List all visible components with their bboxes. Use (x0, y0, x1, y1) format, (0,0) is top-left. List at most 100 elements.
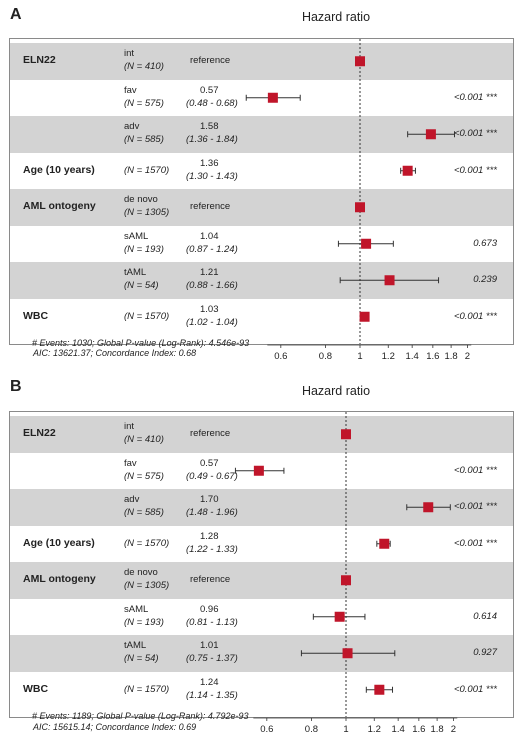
p-value: <0.001 *** (453, 164, 497, 176)
n-label: (N = 410) (124, 61, 164, 73)
ci-value: (1.36 - 1.84) (186, 134, 238, 146)
hr-value: 1.28 (200, 530, 219, 542)
hr-value: 1.21 (200, 267, 219, 279)
hr-marker (359, 311, 370, 322)
variable-label: AML ontogeny (23, 573, 96, 586)
table-row: tAML (N = 54) 1.01 (0.75 - 1.37) 0.927 (10, 635, 513, 672)
n-label: (N = 585) (124, 507, 164, 519)
ci-value: (1.22 - 1.33) (186, 543, 238, 555)
n-label: (N = 54) (124, 280, 159, 292)
hr-marker (361, 238, 372, 249)
hr-marker (341, 575, 351, 586)
p-value: 0.614 (473, 610, 497, 622)
level-label: fav (124, 84, 137, 96)
hr-marker (423, 502, 434, 513)
chart-title: Hazard ratio (301, 10, 371, 24)
hr-marker (341, 429, 351, 440)
hr-marker (425, 129, 436, 140)
table-row: fav (N = 575) 0.57 (0.48 - 0.68) <0.001 *** (10, 80, 513, 117)
table-row: WBC (N = 1570) 1.24 (1.14 - 1.35) <0.001 *** (10, 672, 513, 709)
ci-value: (0.49 - 0.67) (186, 470, 238, 482)
tick-label: 1.8 (430, 724, 443, 735)
table-row: ELN22 int (N = 410) reference (10, 43, 513, 80)
ci-value: (1.14 - 1.35) (186, 689, 238, 701)
tick-label: 1.2 (382, 351, 395, 362)
table-row: sAML (N = 193) 1.04 (0.87 - 1.24) 0.673 (10, 226, 513, 263)
events-text: # Events: 1189; Global P-value (Log-Rank… (32, 711, 249, 721)
ci-value: (1.30 - 1.43) (186, 170, 238, 182)
hr-value: 1.01 (200, 640, 219, 652)
table-row: AML ontogeny de novo (N = 1305) reference (10, 562, 513, 599)
tick-label: 1 (357, 351, 362, 362)
hr-value: 0.57 (200, 457, 219, 469)
n-label: (N = 410) (124, 434, 164, 446)
level-label: sAML (124, 603, 149, 615)
variable-label: AML ontogeny (23, 200, 96, 213)
hr-marker (355, 56, 365, 67)
level-label: sAML (124, 230, 149, 242)
ci-value: (1.48 - 1.96) (186, 507, 238, 519)
hr-marker (374, 684, 385, 695)
n-label: (N = 1570) (124, 683, 170, 695)
x-axis: 0.6 0.8 1 1.2 1.4 1.6 1.8 2 (253, 717, 458, 735)
tick-label: 2 (451, 724, 456, 735)
hr-value: reference (190, 428, 231, 440)
n-label: (N = 575) (124, 470, 164, 482)
hr-value: reference (190, 574, 231, 586)
hr-value: 1.70 (200, 494, 219, 506)
hr-marker (355, 202, 365, 213)
chart-title: Hazard ratio (301, 384, 371, 398)
level-label: tAML (124, 640, 147, 652)
p-value: 0.927 (473, 647, 497, 659)
hr-marker (334, 611, 345, 622)
variable-label: ELN22 (23, 427, 56, 440)
tick-label: 1.4 (392, 724, 405, 735)
p-value: <0.001 *** (453, 683, 497, 695)
hr-marker (379, 538, 390, 549)
n-label: (N = 585) (124, 134, 164, 146)
panel-letter: B (10, 378, 22, 395)
p-value: <0.001 *** (453, 310, 497, 322)
p-value: 0.239 (473, 274, 497, 286)
forest-plot-frame: ELN22 int (N = 410) reference fav (N = 575) 0.… (9, 38, 514, 348)
hr-value: 1.58 (200, 121, 219, 133)
ci-value: (0.81 - 1.13) (186, 616, 238, 628)
table-row: fav (N = 575) 0.57 (0.49 - 0.67) <0.001 *** (10, 453, 513, 490)
n-label: (N = 54) (124, 653, 159, 665)
tick-label: 1.8 (444, 351, 457, 362)
hr-value: reference (190, 55, 231, 67)
x-axis: 0.6 0.8 1 1.2 1.4 1.6 1.8 2 (267, 344, 472, 362)
hr-marker (253, 465, 264, 476)
variable-label: Age (10 years) (23, 536, 95, 549)
p-value: <0.001 *** (453, 537, 497, 549)
tick-label: 2 (465, 351, 470, 362)
model-fit-text: AIC: 13621.37; Concordance Index: 0.68 (33, 348, 197, 358)
ci-value: (0.87 - 1.24) (186, 243, 238, 255)
table-row: Age (10 years) (N = 1570) 1.36 (1.30 - 1.43… (10, 153, 513, 190)
table-row: AML ontogeny de novo (N = 1305) reference (10, 189, 513, 226)
panel-letter: A (10, 6, 22, 23)
hr-value: 1.36 (200, 157, 219, 169)
p-value: <0.001 *** (453, 128, 497, 140)
ci-value: (0.88 - 1.66) (186, 280, 238, 292)
n-label: (N = 1305) (124, 580, 170, 592)
hr-value: 0.57 (200, 84, 219, 96)
hr-value: 0.96 (200, 603, 219, 615)
level-label: de novo (124, 567, 158, 579)
hr-value: 1.03 (200, 303, 219, 315)
n-label: (N = 1305) (124, 207, 170, 219)
tick-label: 1.4 (406, 351, 419, 362)
tick-label: 1.6 (426, 351, 439, 362)
p-value: <0.001 *** (453, 501, 497, 513)
table-row: WBC (N = 1570) 1.03 (1.02 - 1.04) <0.001 *** (10, 299, 513, 336)
model-fit-text: AIC: 15615.14; Concordance Index: 0.69 (33, 722, 197, 732)
ci-value: (0.75 - 1.37) (186, 653, 238, 665)
p-value: 0.673 (473, 237, 497, 249)
level-label: int (124, 421, 135, 433)
hr-value: 1.24 (200, 676, 219, 688)
hr-value: reference (190, 201, 231, 213)
events-text: # Events: 1030; Global P-value (Log-Rank… (32, 338, 250, 348)
n-label: (N = 1570) (124, 310, 170, 322)
tick-label: 0.6 (274, 351, 287, 362)
variable-label: WBC (23, 682, 49, 695)
